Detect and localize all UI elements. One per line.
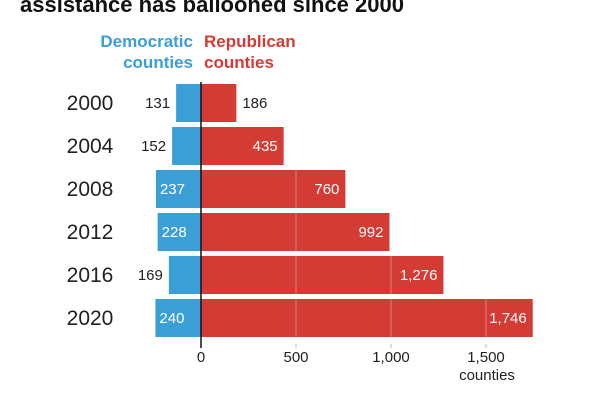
year-label-2016: 2016 [67, 264, 114, 287]
bar-democratic-2012 [157, 213, 201, 251]
value-label-democratic-2004: 152 [141, 138, 166, 155]
x-tick-label-500: 500 [283, 349, 308, 366]
bar-republican-2000 [201, 84, 237, 122]
bar-republican-2020 [201, 299, 533, 337]
bar-democratic-2004 [172, 127, 201, 165]
bar-democratic-2016 [168, 256, 201, 294]
bar-republican-2004 [201, 127, 284, 165]
year-label-2020: 2020 [67, 307, 114, 330]
legend-republican-line1: Republican [204, 32, 296, 51]
value-label-democratic-2000: 131 [145, 95, 170, 112]
year-label-2008: 2008 [67, 178, 114, 201]
x-axis-label: counties [459, 367, 515, 384]
value-label-republican-2008: 760 [314, 181, 339, 198]
legend-republican-line2: counties [204, 53, 274, 72]
legend-democratic-line2: counties [123, 53, 193, 72]
value-label-democratic-2012: 228 [162, 224, 187, 241]
bar-democratic-2000 [176, 84, 201, 122]
year-label-2004: 2004 [67, 135, 114, 158]
value-label-democratic-2020: 240 [159, 310, 184, 327]
bar-republican-2008 [201, 170, 346, 208]
legend-democratic-line1: Democratic [100, 32, 193, 51]
value-label-democratic-2008: 237 [160, 181, 185, 198]
plot-area: 2000 131 186 2004 152 435 2008 237 760 2012 228 992… [67, 82, 533, 366]
year-label-2012: 2012 [67, 221, 114, 244]
x-tick-label-0: 0 [197, 349, 205, 366]
value-label-republican-2020: 1,746 [489, 310, 527, 327]
value-label-republican-2004: 435 [253, 138, 278, 155]
year-label-2000: 2000 [67, 92, 114, 115]
x-tick-label-1,500: 1,500 [467, 349, 505, 366]
value-label-democratic-2016: 169 [138, 267, 163, 284]
bar-democratic-2008 [155, 170, 201, 208]
value-label-republican-2000: 186 [242, 95, 267, 112]
chart-title: assistance has ballooned since 2000 [20, 0, 404, 17]
value-label-republican-2012: 992 [358, 224, 383, 241]
value-label-republican-2016: 1,276 [400, 267, 438, 284]
bar-republican-2016 [201, 256, 444, 294]
x-tick-label-1,000: 1,000 [372, 349, 410, 366]
bar-republican-2012 [201, 213, 390, 251]
bar-democratic-2020 [155, 299, 201, 337]
